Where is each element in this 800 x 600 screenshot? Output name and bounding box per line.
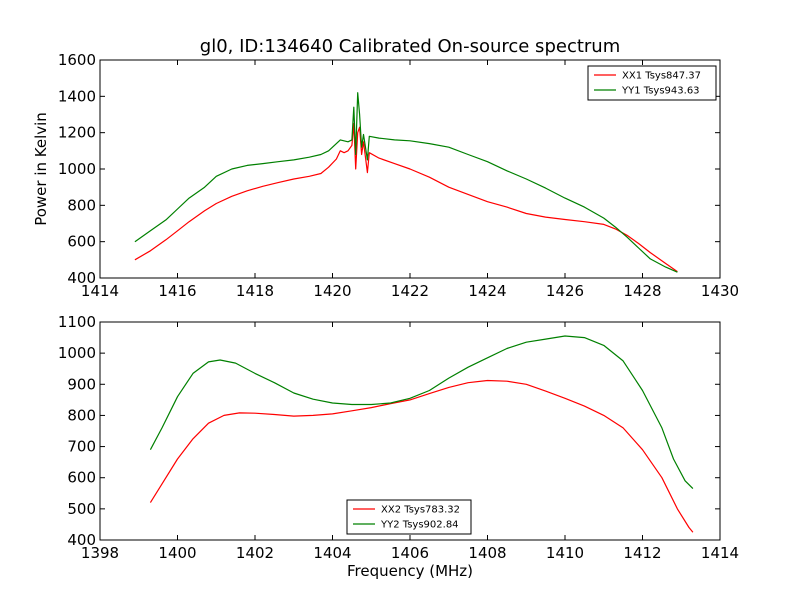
y-tick-label: 600: [67, 469, 96, 487]
series-line-2: [134, 92, 678, 273]
x-tick-label: 1430: [701, 282, 739, 300]
x-tick-label: 1400: [158, 544, 196, 562]
x-tick-label: 1424: [468, 282, 506, 300]
y-tick-label: 400: [67, 269, 96, 287]
x-tick-label: 1406: [391, 544, 429, 562]
y-tick-label: 700: [67, 438, 96, 456]
top-subplot: 1414 1416 1418 1420 1422 1424 1426 1428 1430 400 6…: [58, 51, 739, 300]
x-tick-label: 1398: [81, 544, 119, 562]
series-line-2: [149, 335, 694, 490]
x-tick-label: 1418: [236, 282, 274, 300]
y-tick-label: 1100: [58, 313, 96, 331]
legend-entry: YY1 Tsys943.63: [621, 86, 700, 97]
x-tick-label: 1428: [623, 282, 661, 300]
y-tick-label: 1000: [58, 344, 96, 362]
x-tick-label: 1414: [81, 282, 119, 300]
legend: XX2 Tsys783.32 YY2 Tsys902.84: [346, 499, 472, 535]
legend-entry: XX2 Tsys783.32: [381, 505, 460, 516]
y-tick-label: 1200: [58, 124, 96, 142]
legend-box: [346, 499, 472, 535]
chart-title: gl0, ID:134640 Calibrated On-source spec…: [200, 36, 620, 57]
y-tick-label: 1600: [58, 51, 96, 69]
bottom-subplot: 1398 1400 1402 1404 1406 1408 1410 1412 1414 400 5…: [58, 313, 739, 562]
series-line-1: [134, 123, 678, 273]
x-tick-label: 1426: [546, 282, 584, 300]
legend-entry: YY2 Tsys902.84: [380, 520, 459, 531]
x-tick-label: 1412: [623, 544, 661, 562]
legend-entry: XX1 Tsys847.37: [622, 71, 701, 82]
series-line-1: [149, 379, 694, 533]
x-tick-label: 1410: [546, 544, 584, 562]
x-tick-label: 1422: [391, 282, 429, 300]
y-tick-label: 1000: [58, 160, 96, 178]
x-tick-label: 1416: [158, 282, 196, 300]
x-tick-label: 1408: [468, 544, 506, 562]
y-tick-label: 800: [67, 196, 96, 214]
legend-box: [587, 65, 717, 101]
y-tick-label: 500: [67, 500, 96, 518]
legend: XX1 Tsys847.37 YY1 Tsys943.63: [587, 65, 717, 101]
y-tick-label: 1400: [58, 87, 96, 105]
x-tick-label: 1414: [701, 544, 739, 562]
y-tick-label: 800: [67, 406, 96, 424]
y-tick-label: 900: [67, 375, 96, 393]
x-axis-label: Frequency (MHz): [347, 562, 473, 580]
x-tick-label: 1404: [313, 544, 351, 562]
x-tick-label: 1402: [236, 544, 274, 562]
y-tick-label: 400: [67, 531, 96, 549]
y-tick-label: 600: [67, 233, 96, 251]
x-tick-label: 1420: [313, 282, 351, 300]
y-axis-label: Power in Kelvin: [32, 112, 50, 226]
